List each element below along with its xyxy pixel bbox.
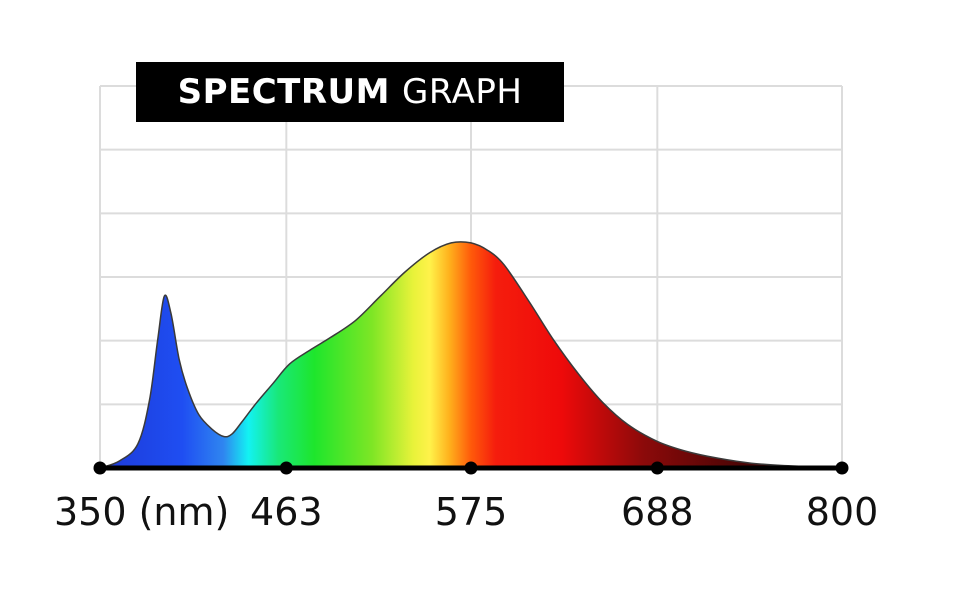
x-tick-label: 800 bbox=[805, 490, 879, 534]
x-tick-marker bbox=[835, 461, 849, 475]
x-axis bbox=[93, 461, 849, 475]
chart-title: SPECTRUM GRAPH bbox=[136, 62, 564, 122]
x-tick-label: 688 bbox=[621, 490, 694, 534]
x-tick-marker bbox=[279, 461, 293, 475]
x-tick-label: 463 bbox=[250, 490, 323, 534]
spectrum-area bbox=[100, 241, 842, 468]
x-tick-label: 350 (nm) bbox=[54, 490, 230, 534]
x-tick-marker bbox=[93, 461, 107, 475]
spectrum-outline bbox=[99, 241, 843, 469]
x-tick-label: 575 bbox=[434, 490, 508, 534]
x-tick-marker bbox=[464, 461, 478, 475]
chart-title-bold: SPECTRUM bbox=[177, 72, 390, 112]
x-tick-marker bbox=[650, 461, 664, 475]
chart-title-light: GRAPH bbox=[401, 72, 523, 112]
